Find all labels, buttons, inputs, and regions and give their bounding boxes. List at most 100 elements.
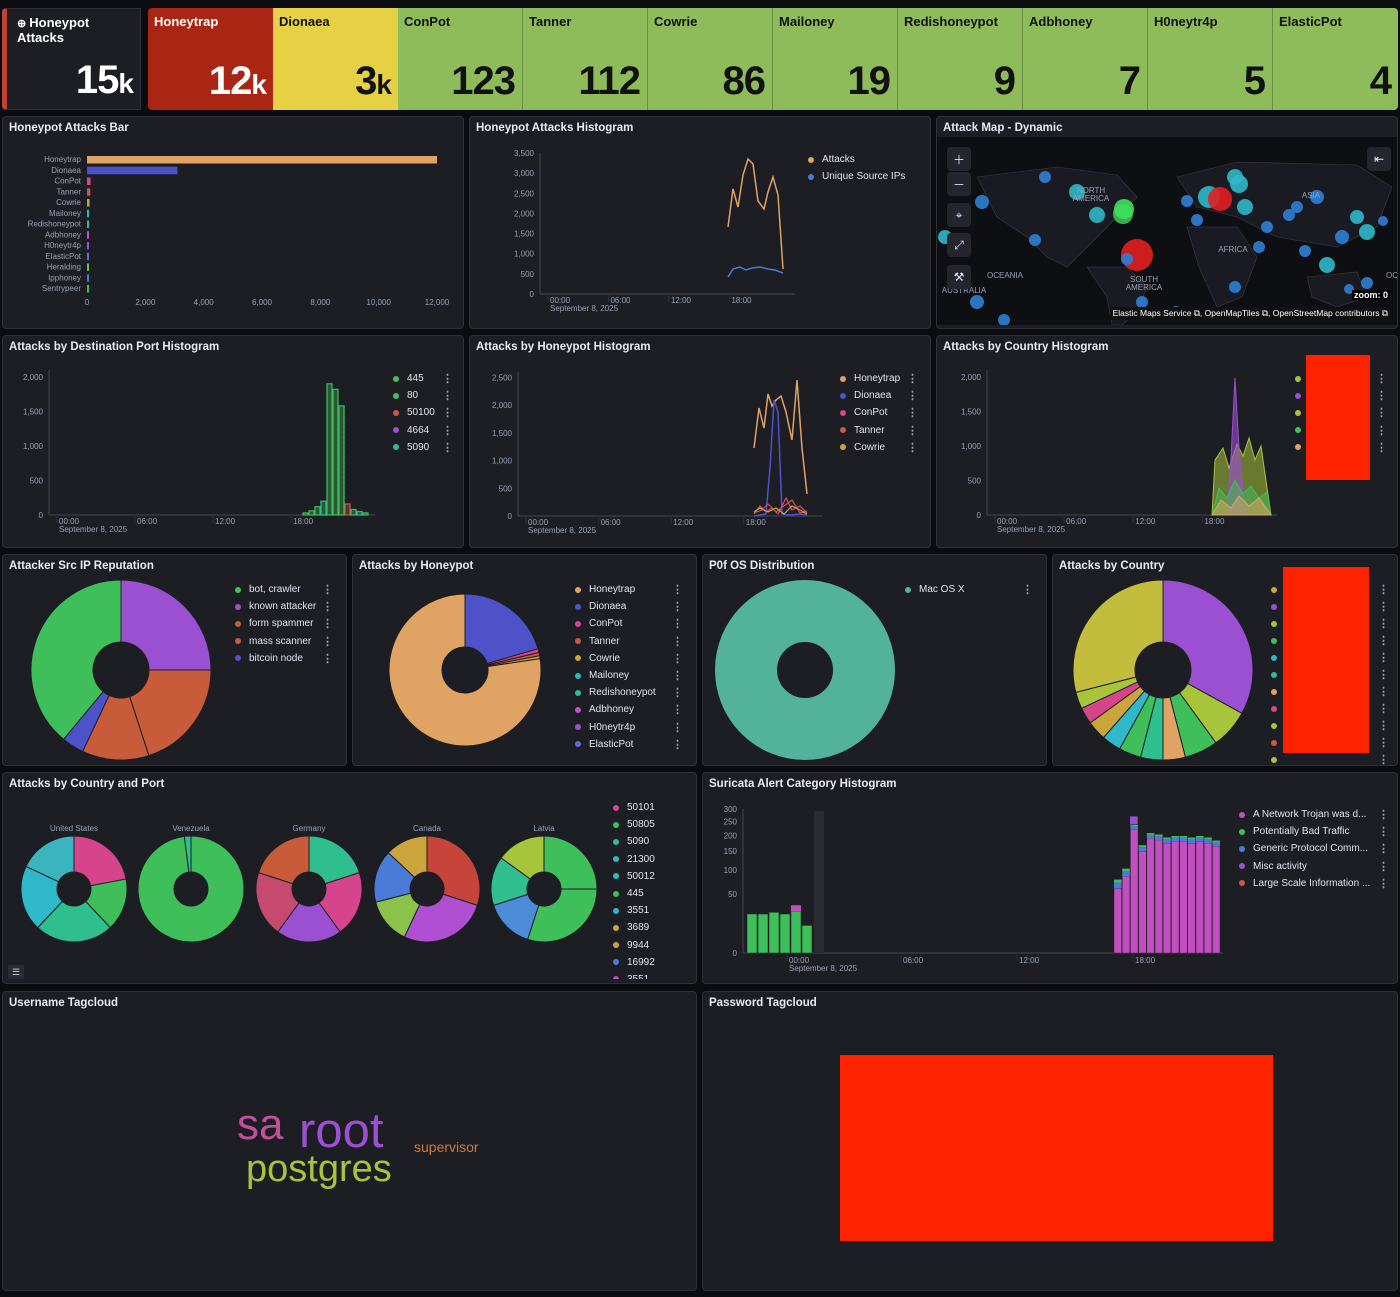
legend-item[interactable]: Dionaea ⋮ — [575, 598, 683, 615]
legend-item[interactable]: Large Scale Information ... ⋮ — [1239, 875, 1389, 892]
tag-postgres[interactable]: postgres — [246, 1148, 392, 1190]
legend-item[interactable]: ⋮ — [1271, 700, 1389, 717]
legend-options-icon[interactable]: ⋮ — [322, 618, 333, 631]
legend-options-icon[interactable]: ⋮ — [672, 601, 683, 614]
legend-item[interactable]: Mailoney ⋮ — [575, 667, 683, 684]
legend-options-icon[interactable]: ⋮ — [442, 424, 453, 437]
legend-options-icon[interactable]: ⋮ — [672, 704, 683, 717]
legend-item[interactable]: ⋮ — [1271, 598, 1389, 615]
legend-item[interactable]: ⋮ — [1271, 581, 1389, 598]
legend-item[interactable]: ⋮ — [1295, 422, 1387, 439]
legend-item[interactable]: ElasticPot ⋮ — [575, 736, 683, 753]
legend-item[interactable]: 21300 — [613, 851, 683, 868]
metric-cowrie[interactable]: Cowrie 86 — [648, 8, 773, 110]
legend-options-icon[interactable]: ⋮ — [672, 584, 683, 596]
legend-item[interactable]: Attacks — [808, 151, 928, 168]
legend-item[interactable]: ⋮ — [1271, 683, 1389, 700]
legend-options-icon[interactable]: ⋮ — [672, 635, 683, 648]
legend-options-icon[interactable]: ⋮ — [442, 441, 453, 454]
legend-item[interactable]: 3551 — [613, 971, 683, 979]
legend-item[interactable]: ConPot ⋮ — [840, 404, 918, 421]
legend-item[interactable]: Mac OS X ⋮ — [905, 581, 1033, 598]
legend-item[interactable]: ⋮ — [1295, 387, 1387, 404]
legend-item[interactable]: ⋮ — [1271, 734, 1389, 751]
legend-options-icon[interactable]: ⋮ — [672, 652, 683, 665]
legend-item[interactable]: 5090 — [613, 833, 683, 850]
legend-item[interactable]: bitcoin node ⋮ — [235, 650, 333, 667]
legend-options-icon[interactable]: ⋮ — [442, 407, 453, 420]
legend-options-icon[interactable]: ⋮ — [1378, 826, 1389, 839]
legend-options-icon[interactable]: ⋮ — [1378, 601, 1389, 613]
legend-item[interactable]: Generic Protocol Comm... ⋮ — [1239, 840, 1389, 857]
attribution-ems[interactable]: Elastic Maps Service — [1112, 308, 1192, 318]
legend-options-icon[interactable]: ⋮ — [1376, 441, 1387, 454]
legend-options-icon[interactable]: ⋮ — [442, 390, 453, 403]
legend-options-icon[interactable]: ⋮ — [1378, 703, 1389, 715]
fullscreen-button[interactable]: ⤢ — [947, 233, 971, 257]
legend-item[interactable]: Honeytrap ⋮ — [575, 581, 683, 598]
legend-options-icon[interactable]: ⋮ — [672, 721, 683, 734]
legend-item[interactable]: ⋮ — [1271, 717, 1389, 734]
metric-tanner[interactable]: Tanner 112 — [523, 8, 648, 110]
legend-item[interactable]: Potentially Bad Traffic ⋮ — [1239, 823, 1389, 840]
legend-options-icon[interactable]: ⋮ — [1378, 669, 1389, 681]
legend-options-icon[interactable]: ⋮ — [907, 441, 918, 454]
legend-options-icon[interactable]: ⋮ — [907, 373, 918, 385]
legend-options-icon[interactable]: ⋮ — [322, 652, 333, 665]
legend-item[interactable]: Adbhoney ⋮ — [575, 701, 683, 718]
legend-options-icon[interactable]: ⋮ — [322, 601, 333, 614]
legend-item[interactable]: 445 ⋮ — [393, 370, 453, 387]
legend-item[interactable]: 4664 ⋮ — [393, 422, 453, 439]
legend-options-icon[interactable]: ⋮ — [907, 390, 918, 403]
legend-item[interactable]: ⋮ — [1295, 370, 1387, 387]
legend-options-icon[interactable]: ⋮ — [1378, 618, 1389, 630]
legend-options-icon[interactable]: ⋮ — [1378, 843, 1389, 856]
legend-options-icon[interactable]: ⋮ — [1378, 809, 1389, 821]
legend-item[interactable]: bot, crawler ⋮ — [235, 581, 333, 598]
tag-supervisor[interactable]: supervisor — [414, 1139, 479, 1155]
zoom-in-button[interactable]: ＋ — [947, 147, 971, 171]
metric-elasticpot[interactable]: ElasticPot 4 — [1273, 8, 1398, 110]
attribution-omt[interactable]: OpenMapTiles — [1204, 308, 1260, 318]
legend-item[interactable]: 50100 ⋮ — [393, 404, 453, 421]
legend-options-icon[interactable]: ⋮ — [442, 373, 453, 385]
tag-sa[interactable]: sa — [237, 1100, 284, 1149]
tools-button[interactable]: ⚒ — [947, 265, 971, 289]
legend-item[interactable]: 50012 — [613, 868, 683, 885]
legend-item[interactable]: form spammer ⋮ — [235, 615, 333, 632]
legend-options-icon[interactable]: ⋮ — [1378, 652, 1389, 664]
legend-item[interactable]: A Network Trojan was d... ⋮ — [1239, 806, 1389, 823]
legend-item[interactable]: 50805 — [613, 816, 683, 833]
legend-options-icon[interactable]: ⋮ — [1378, 720, 1389, 732]
legend-options-icon[interactable]: ⋮ — [1376, 407, 1387, 420]
legend-options-icon[interactable]: ⋮ — [1378, 754, 1389, 766]
legend-item[interactable]: Tanner ⋮ — [575, 633, 683, 650]
legend-item[interactable]: ⋮ — [1295, 404, 1387, 421]
legend-item[interactable]: ConPot ⋮ — [575, 615, 683, 632]
legend-options-icon[interactable]: ⋮ — [672, 618, 683, 631]
legend-options-icon[interactable]: ⋮ — [672, 738, 683, 751]
legend-options-icon[interactable]: ⋮ — [1378, 635, 1389, 647]
legend-item[interactable]: Honeytrap ⋮ — [840, 370, 918, 387]
legend-item[interactable]: 5090 ⋮ — [393, 439, 453, 456]
legend-item[interactable]: Dionaea ⋮ — [840, 387, 918, 404]
legend-options-icon[interactable]: ⋮ — [1376, 390, 1387, 403]
legend-options-icon[interactable]: ⋮ — [1378, 860, 1389, 873]
legend-options-icon[interactable]: ⋮ — [907, 424, 918, 437]
legend-item[interactable]: Cowrie ⋮ — [840, 439, 918, 456]
legend-options-icon[interactable]: ⋮ — [1378, 584, 1389, 596]
metric-dionaea[interactable]: Dionaea 3k — [273, 8, 398, 110]
legend-options-icon[interactable]: ⋮ — [672, 669, 683, 682]
legend-item[interactable]: mass scanner ⋮ — [235, 633, 333, 650]
collapse-layers-icon[interactable]: ⇤ — [1367, 147, 1391, 171]
legend-item[interactable]: 3551 — [613, 902, 683, 919]
metric-conpot[interactable]: ConPot 123 — [398, 8, 523, 110]
metric-honeytrap[interactable]: Honeytrap 12k — [148, 8, 273, 110]
zoom-out-button[interactable]: － — [947, 172, 971, 196]
legend-item[interactable]: ⋮ — [1271, 615, 1389, 632]
legend-item[interactable]: Redishoneypot ⋮ — [575, 684, 683, 701]
legend-item[interactable]: 50101 — [613, 799, 683, 816]
legend-item[interactable]: Cowrie ⋮ — [575, 650, 683, 667]
metric-honeypot-attacks[interactable]: ⊕ Honeypot Attacks 15k — [2, 8, 141, 110]
